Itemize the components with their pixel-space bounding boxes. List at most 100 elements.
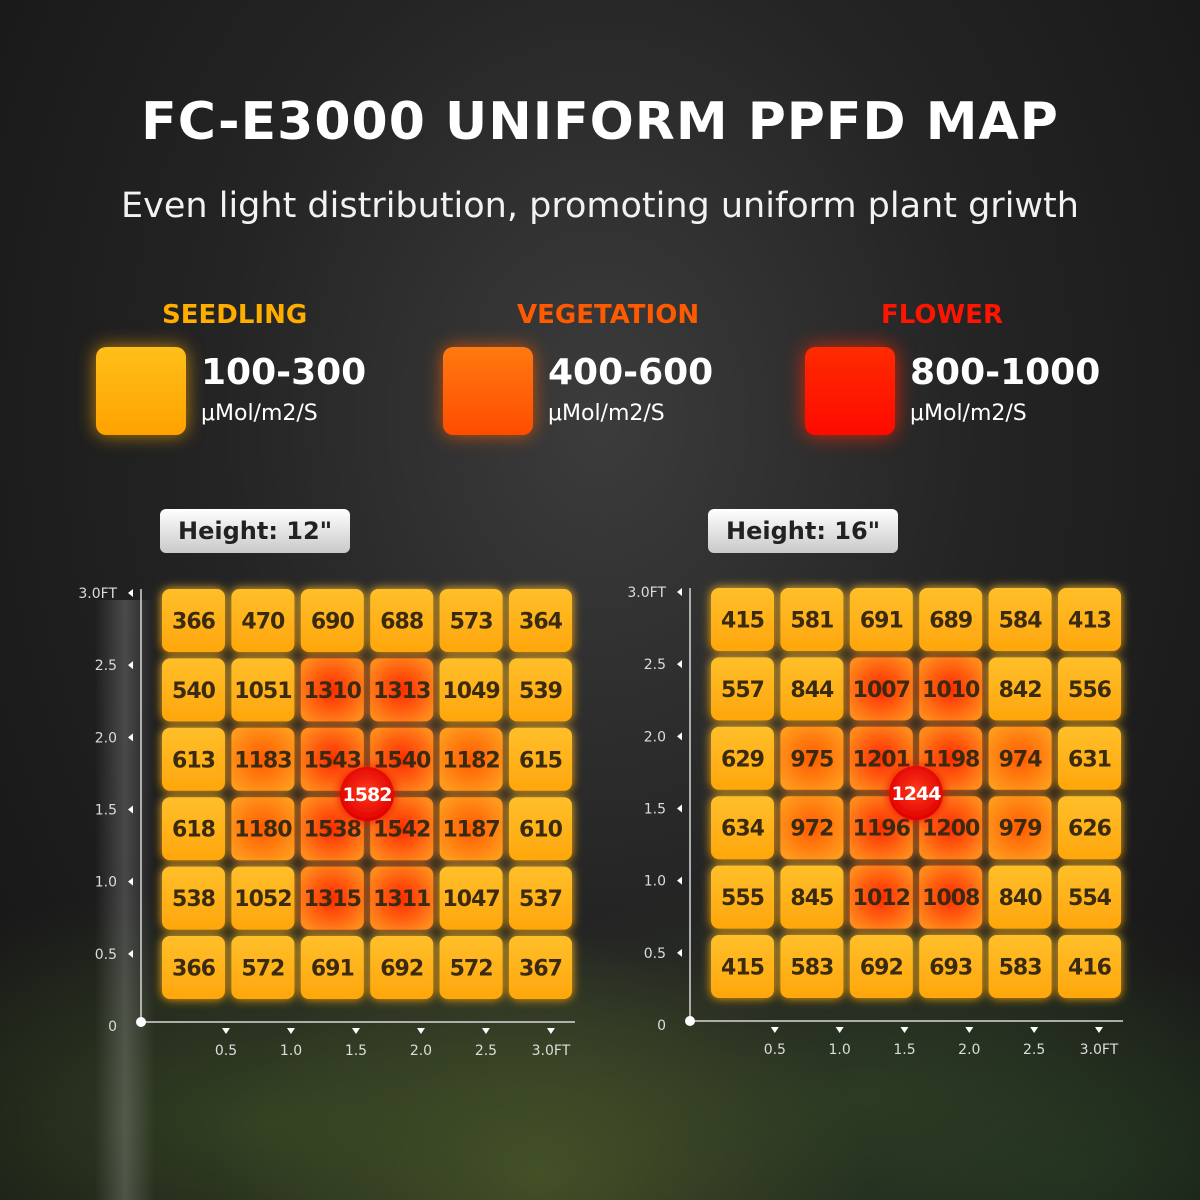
heatmap-cell xyxy=(509,727,572,791)
heatmap-cell-value: 691 xyxy=(860,609,903,634)
x-tick-label: 1.5 xyxy=(345,1043,367,1059)
heatmap-cell-value: 539 xyxy=(519,679,562,704)
background-grow-tube xyxy=(95,600,155,1200)
y-tick-label: 1.5 xyxy=(95,803,117,819)
heatmap-cell-value: 610 xyxy=(519,818,563,843)
heatmap-cell xyxy=(231,658,295,722)
heatmap-cell xyxy=(300,589,364,652)
x-tick-marker xyxy=(481,1028,490,1034)
heatmap-cell-value: 615 xyxy=(519,748,562,773)
legend-swatch xyxy=(443,347,533,435)
legend-name: VEGETATION xyxy=(517,300,700,330)
y-tick-marker xyxy=(128,733,133,742)
heatmap-cell xyxy=(509,866,572,930)
heatmap-cell-value: 974 xyxy=(999,747,1043,772)
heatmap-cell-value: 1183 xyxy=(234,748,291,773)
heatmap-cell-value: 844 xyxy=(790,678,834,703)
y-tick-label: 2.0 xyxy=(95,730,117,746)
heatmap-cell xyxy=(1058,796,1121,860)
x-tick-label: 3.0FT xyxy=(532,1043,571,1059)
y-tick-label: 0.5 xyxy=(95,947,117,963)
heatmap-cell-value: 555 xyxy=(721,886,764,911)
x-tick-marker xyxy=(286,1028,295,1034)
heatmap-cell xyxy=(780,935,844,998)
heatmap-cell-value: 1047 xyxy=(442,887,499,912)
heatmap-cell xyxy=(509,589,572,652)
heatmap-cell xyxy=(919,657,983,721)
heatmap-cell xyxy=(300,936,364,999)
heatmap-cell-value: 1049 xyxy=(442,679,499,704)
x-tick-label: 2.0 xyxy=(410,1043,432,1059)
y-tick-label: 2.5 xyxy=(95,658,117,674)
y-tick-marker xyxy=(677,804,682,813)
x-tick-label: 2.5 xyxy=(1023,1042,1045,1058)
y-tick-label: 0.5 xyxy=(644,946,666,962)
x-tick-label: 1.5 xyxy=(893,1042,915,1058)
heatmap-cell-value: 979 xyxy=(999,817,1042,842)
y-tick-label: 0 xyxy=(108,1019,117,1035)
y-tick-label: 1.0 xyxy=(644,874,666,890)
x-tick-label: 1.0 xyxy=(829,1042,851,1058)
heatmap-cell xyxy=(988,588,1052,651)
heatmap-cell-value: 572 xyxy=(450,957,493,982)
heatmap-cell xyxy=(919,865,983,929)
heatmap-cell-value: 1310 xyxy=(304,679,362,704)
heatmap-cell xyxy=(162,866,225,930)
heatmap-cell-value: 689 xyxy=(929,609,972,634)
heatmap-cell xyxy=(988,865,1052,929)
heatmap-cell xyxy=(780,796,844,860)
heatmap-cell xyxy=(370,589,434,652)
heatmap-cell-value: 842 xyxy=(999,678,1042,703)
heatmap-cell-value: 584 xyxy=(999,609,1043,634)
heatmap-cell xyxy=(1058,657,1121,721)
heatmap-cell-value: 537 xyxy=(519,887,562,912)
heatmap-cell xyxy=(711,657,774,721)
heatmap-cell-value: 692 xyxy=(380,957,423,982)
heatmap-cell xyxy=(919,935,983,998)
heatmap-cell xyxy=(509,658,572,722)
heatmap-cell-value: 1008 xyxy=(922,886,979,911)
heatmap-cell-value: 540 xyxy=(172,679,216,704)
heatmap-cell-value: 367 xyxy=(519,957,562,982)
center-peak-value: 1582 xyxy=(343,784,392,806)
heatmap-cell-value: 690 xyxy=(311,610,355,635)
heatmap-cell-value: 618 xyxy=(172,818,215,843)
x-tick-label: 0.5 xyxy=(215,1043,237,1059)
heatmap-cell-value: 1201 xyxy=(853,747,910,772)
legend-name: SEEDLING xyxy=(162,300,308,330)
x-tick-marker xyxy=(221,1028,230,1034)
heatmap-cell xyxy=(370,866,434,930)
y-tick-marker xyxy=(677,876,682,885)
heatmap-cell xyxy=(711,865,774,929)
heatmap-cell-value: 629 xyxy=(721,747,764,772)
y-tick-marker xyxy=(128,589,133,597)
heatmap-cell-value: 470 xyxy=(241,610,285,635)
heatmap-cell xyxy=(1058,865,1121,929)
heatmap-cell xyxy=(780,865,844,929)
heatmap-cell-value: 634 xyxy=(721,817,765,842)
heatmap-cell-value: 1010 xyxy=(922,678,980,703)
x-tick-marker xyxy=(900,1027,909,1033)
heatmap-cell-value: 416 xyxy=(1068,956,1112,981)
y-tick-label: 3.0FT xyxy=(627,585,666,601)
heatmap-cell xyxy=(780,588,844,651)
x-tick-marker xyxy=(546,1028,555,1034)
heatmap-cell xyxy=(711,726,774,790)
center-peak-badge xyxy=(340,767,394,821)
heatmap-cell-value: 538 xyxy=(172,887,215,912)
legend-range: 800-1000 xyxy=(910,352,1101,393)
heatmap-cell xyxy=(711,935,774,998)
heatmap-cell xyxy=(509,797,572,861)
y-tick-marker xyxy=(677,732,682,741)
heatmap-cell-value: 1542 xyxy=(373,818,430,843)
heatmap-cell xyxy=(1058,588,1121,651)
x-tick-marker xyxy=(770,1027,779,1033)
heatmap-cell xyxy=(509,936,572,999)
heatmap-cell-value: 1540 xyxy=(373,748,431,773)
y-tick-marker xyxy=(128,949,133,958)
heatmap-cell-value: 1182 xyxy=(442,748,499,773)
heatmap-cell-value: 415 xyxy=(721,609,764,634)
legend-range: 100-300 xyxy=(201,352,367,393)
x-tick-label: 2.0 xyxy=(958,1042,980,1058)
heatmap-cell-value: 583 xyxy=(790,956,833,981)
